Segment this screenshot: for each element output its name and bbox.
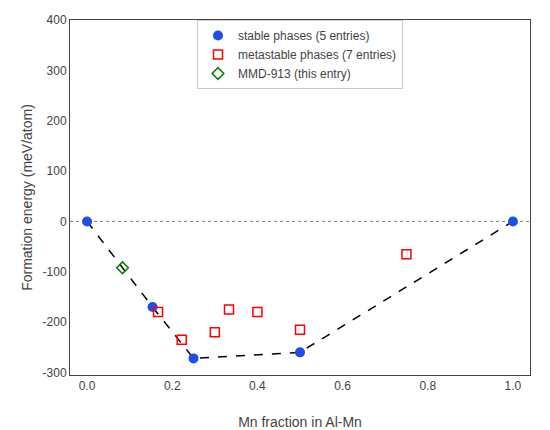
- svg-text:-100: -100: [43, 265, 67, 279]
- svg-text:Formation energy (meV/atom): Formation energy (meV/atom): [19, 104, 35, 291]
- svg-text:0: 0: [60, 215, 67, 229]
- svg-text:200: 200: [47, 114, 67, 128]
- svg-text:100: 100: [47, 164, 67, 178]
- svg-text:0.2: 0.2: [164, 379, 181, 393]
- svg-text:300: 300: [47, 64, 67, 78]
- svg-text:400: 400: [47, 13, 67, 27]
- svg-text:0.4: 0.4: [249, 379, 266, 393]
- svg-text:stable phases (5 entries): stable phases (5 entries): [238, 29, 369, 43]
- svg-text:-300: -300: [43, 366, 67, 380]
- svg-text:metastable phases (7 entries): metastable phases (7 entries): [238, 48, 396, 62]
- svg-text:-200: -200: [43, 315, 67, 329]
- svg-text:1.0: 1.0: [505, 379, 522, 393]
- svg-text:0.6: 0.6: [334, 379, 351, 393]
- svg-text:0.8: 0.8: [419, 379, 436, 393]
- svg-text:0.0: 0.0: [79, 379, 96, 393]
- svg-text:Mn fraction in Al-Mn: Mn fraction in Al-Mn: [238, 414, 362, 430]
- svg-text:MMD-913 (this entry): MMD-913 (this entry): [238, 67, 351, 81]
